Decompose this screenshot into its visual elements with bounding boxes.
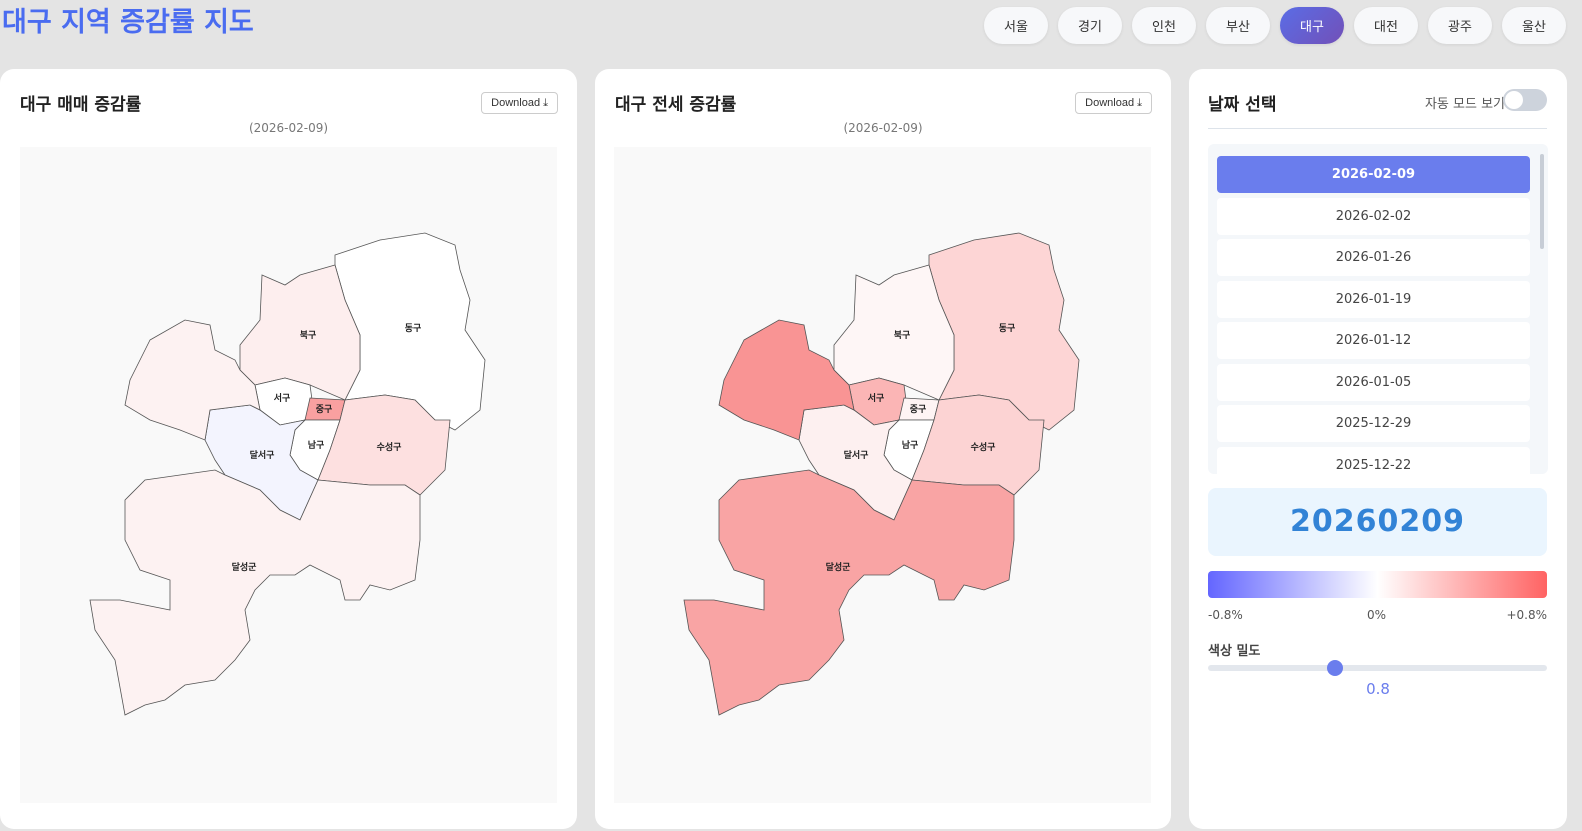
region-label: 동구 <box>405 323 422 334</box>
panel-title: 날짜 선택 <box>1208 95 1277 115</box>
region-label: 달서구 <box>844 449 869 461</box>
page-title: 대구 지역 증감률 지도 <box>2 7 254 38</box>
region-달서구[interactable] <box>204 404 319 521</box>
date-panel: 날짜 선택 자동 모드 보기 2026-02-09 2026-02-02 2026-… <box>1189 69 1567 829</box>
region-label: 북구 <box>894 330 911 341</box>
region-달서구[interactable] <box>798 404 913 521</box>
density-value: 0.8 <box>1366 680 1390 698</box>
auto-mode-label: 자동 모드 보기 <box>1424 97 1505 112</box>
density-label: 색상 밀도 <box>1208 644 1261 659</box>
selected-date-display: 20260209 <box>1208 488 1547 556</box>
map-date: (2026-02-09) <box>843 121 923 135</box>
date-item[interactable]: 2026-01-05 <box>1217 363 1530 401</box>
date-item[interactable]: 2025-12-22 <box>1217 446 1530 474</box>
date-list: 2026-02-09 2026-02-02 2026-01-26 2026-01-19… <box>1208 144 1548 474</box>
region-tabs: 서울 경기 인천 부산 대구 대전 광주 울산 <box>984 7 1566 44</box>
region-label: 달성군 <box>232 561 258 573</box>
map-date: (2026-02-09) <box>248 121 329 135</box>
date-item[interactable]: 2026-01-26 <box>1217 239 1530 276</box>
card-title: 대구 매매 증감률 <box>20 95 142 115</box>
date-item[interactable]: 2026-02-09 <box>1217 156 1530 193</box>
region-label: 남구 <box>308 439 325 451</box>
region-label: 서구 <box>274 392 291 404</box>
region-label: 중구 <box>316 404 333 415</box>
tab-3[interactable]: 부산 <box>1206 7 1270 44</box>
download-button[interactable]: Download ⤓ <box>1075 92 1152 114</box>
region-달성군[interactable] <box>89 469 421 716</box>
tab-5[interactable]: 대전 <box>1354 7 1418 44</box>
region-label: 동구 <box>999 323 1016 334</box>
density-slider[interactable] <box>1208 660 1547 676</box>
tab-4[interactable]: 대구 <box>1280 7 1344 44</box>
tab-1[interactable]: 경기 <box>1058 7 1122 44</box>
region-label: 달서구 <box>250 449 275 461</box>
legend-mid: 0% <box>1367 608 1387 622</box>
color-legend-bar <box>1208 571 1547 598</box>
date-item[interactable]: 2025-12-29 <box>1217 405 1530 442</box>
scrollbar[interactable] <box>1540 154 1544 249</box>
tab-2[interactable]: 인천 <box>1132 7 1196 44</box>
tab-6[interactable]: 광주 <box>1428 7 1492 44</box>
region-label: 수성구 <box>377 441 402 453</box>
date-item[interactable]: 2026-01-19 <box>1217 280 1530 318</box>
tab-7[interactable]: 울산 <box>1502 7 1566 44</box>
region-달성군[interactable] <box>683 469 1015 716</box>
tab-0[interactable]: 서울 <box>984 7 1048 44</box>
divider <box>1208 128 1547 129</box>
legend-max: +0.8% <box>1506 608 1547 622</box>
card-title: 대구 전세 증감률 <box>615 95 737 115</box>
region-달성군-북[interactable] <box>718 319 855 441</box>
slider-thumb[interactable] <box>1327 660 1344 676</box>
region-label: 서구 <box>868 392 885 404</box>
region-label: 달성군 <box>826 561 852 573</box>
region-label: 수성구 <box>971 441 996 453</box>
date-item[interactable]: 2026-01-12 <box>1217 322 1530 359</box>
region-달성군-북[interactable] <box>124 319 261 441</box>
region-label: 남구 <box>902 439 919 451</box>
download-button[interactable]: Download ⤓ <box>481 92 558 114</box>
date-item[interactable]: 2026-02-02 <box>1217 197 1530 235</box>
auto-mode-toggle[interactable] <box>1503 89 1547 111</box>
legend-min: -0.8% <box>1208 608 1243 622</box>
region-label: 중구 <box>910 404 927 415</box>
region-label: 북구 <box>300 330 317 341</box>
